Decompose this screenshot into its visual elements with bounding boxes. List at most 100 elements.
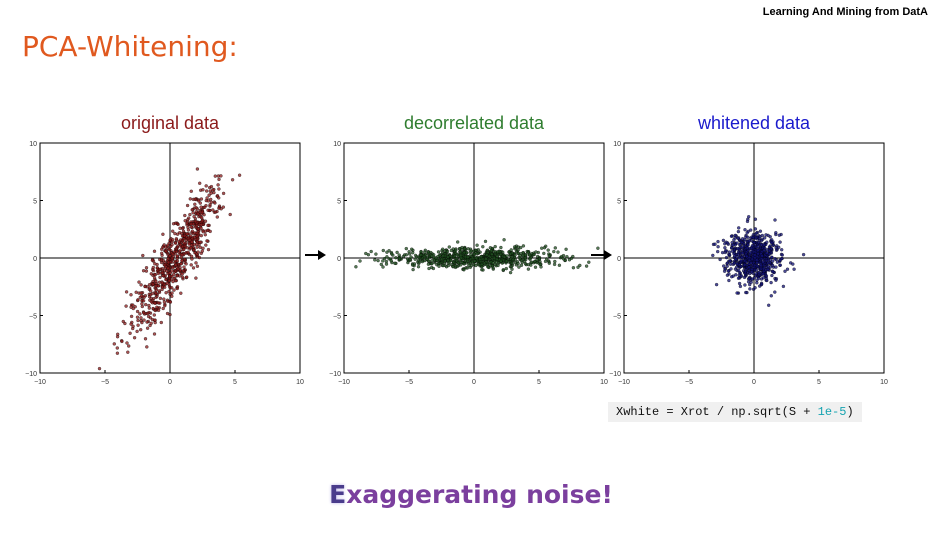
data-point	[212, 190, 216, 195]
data-point	[764, 233, 768, 237]
data-point	[189, 225, 194, 229]
data-point	[723, 267, 727, 271]
data-point	[369, 249, 373, 254]
data-point	[393, 261, 397, 265]
data-point	[425, 257, 429, 261]
data-point	[134, 290, 138, 294]
data-point	[758, 229, 763, 233]
data-point	[490, 264, 495, 268]
x-tick-label: 0	[472, 379, 476, 386]
data-point	[209, 191, 213, 195]
plot-title: decorrelated data	[404, 113, 545, 133]
data-point	[191, 211, 195, 215]
data-point	[139, 316, 143, 320]
data-point	[204, 184, 208, 188]
data-point	[175, 254, 179, 258]
data-point	[177, 240, 181, 244]
data-point	[729, 234, 734, 238]
data-point	[753, 217, 758, 221]
data-point	[777, 233, 781, 237]
data-point	[412, 262, 417, 266]
y-tick-label: 10	[29, 141, 37, 148]
data-point	[766, 264, 770, 269]
data-point	[187, 242, 191, 246]
data-point	[115, 346, 119, 350]
data-point	[175, 286, 179, 291]
data-point	[152, 313, 156, 317]
data-point	[540, 246, 544, 250]
data-point	[460, 260, 464, 265]
plot-title: whitened data	[697, 113, 811, 133]
data-point	[571, 266, 576, 270]
data-point	[737, 268, 741, 272]
data-point	[533, 265, 538, 269]
data-point	[188, 234, 193, 238]
data-point	[181, 229, 186, 233]
code-snippet: Xwhite = Xrot / np.sqrt(S + 1e-5)	[608, 402, 862, 422]
data-point	[736, 229, 741, 234]
data-point	[175, 232, 180, 236]
data-point	[498, 252, 503, 257]
data-point	[151, 265, 155, 270]
data-point	[190, 208, 194, 212]
data-point	[750, 270, 754, 274]
data-point	[189, 254, 194, 259]
data-point	[761, 272, 765, 276]
data-point	[219, 174, 223, 178]
data-point	[358, 259, 362, 263]
data-point	[426, 250, 430, 254]
data-point	[216, 183, 220, 187]
data-point	[495, 257, 499, 261]
data-point	[545, 257, 549, 261]
data-point	[129, 293, 133, 297]
data-point	[578, 263, 582, 268]
data-point	[723, 249, 728, 253]
data-point	[131, 306, 135, 311]
data-point	[135, 329, 139, 334]
scatter-points	[354, 238, 600, 275]
data-point	[479, 254, 483, 259]
data-point	[505, 254, 509, 258]
data-point	[135, 315, 140, 319]
data-point	[769, 246, 774, 251]
data-point	[452, 254, 457, 258]
data-point	[771, 269, 775, 274]
data-point	[221, 205, 225, 209]
data-point	[466, 247, 470, 251]
data-point	[753, 256, 757, 260]
x-tick-label: 0	[752, 379, 756, 386]
data-point	[151, 282, 155, 286]
data-point	[514, 250, 519, 254]
data-point	[124, 304, 128, 308]
data-point	[547, 254, 551, 258]
data-point	[192, 214, 196, 219]
data-point	[193, 219, 198, 224]
data-point	[758, 235, 762, 239]
x-tick-label: 5	[233, 379, 237, 386]
data-point	[499, 245, 503, 250]
data-point	[792, 267, 796, 271]
data-point	[183, 213, 187, 218]
data-point	[164, 249, 168, 253]
data-point	[379, 262, 383, 267]
data-point	[416, 255, 421, 259]
x-tick-label: 10	[296, 379, 304, 386]
data-point	[748, 287, 752, 291]
data-point	[596, 246, 600, 250]
arrow-icon	[590, 248, 614, 267]
data-point	[157, 280, 162, 284]
data-point	[454, 248, 458, 252]
data-point	[546, 248, 550, 252]
data-point	[734, 265, 739, 269]
data-point	[513, 245, 517, 249]
data-point	[194, 261, 198, 265]
data-point	[734, 273, 738, 277]
data-point	[387, 249, 391, 253]
data-point	[729, 267, 733, 271]
data-point	[205, 239, 209, 243]
data-point	[773, 218, 777, 222]
y-tick-label: −10	[329, 371, 341, 378]
data-point	[127, 344, 131, 348]
data-point	[178, 242, 183, 247]
data-point	[139, 291, 143, 295]
